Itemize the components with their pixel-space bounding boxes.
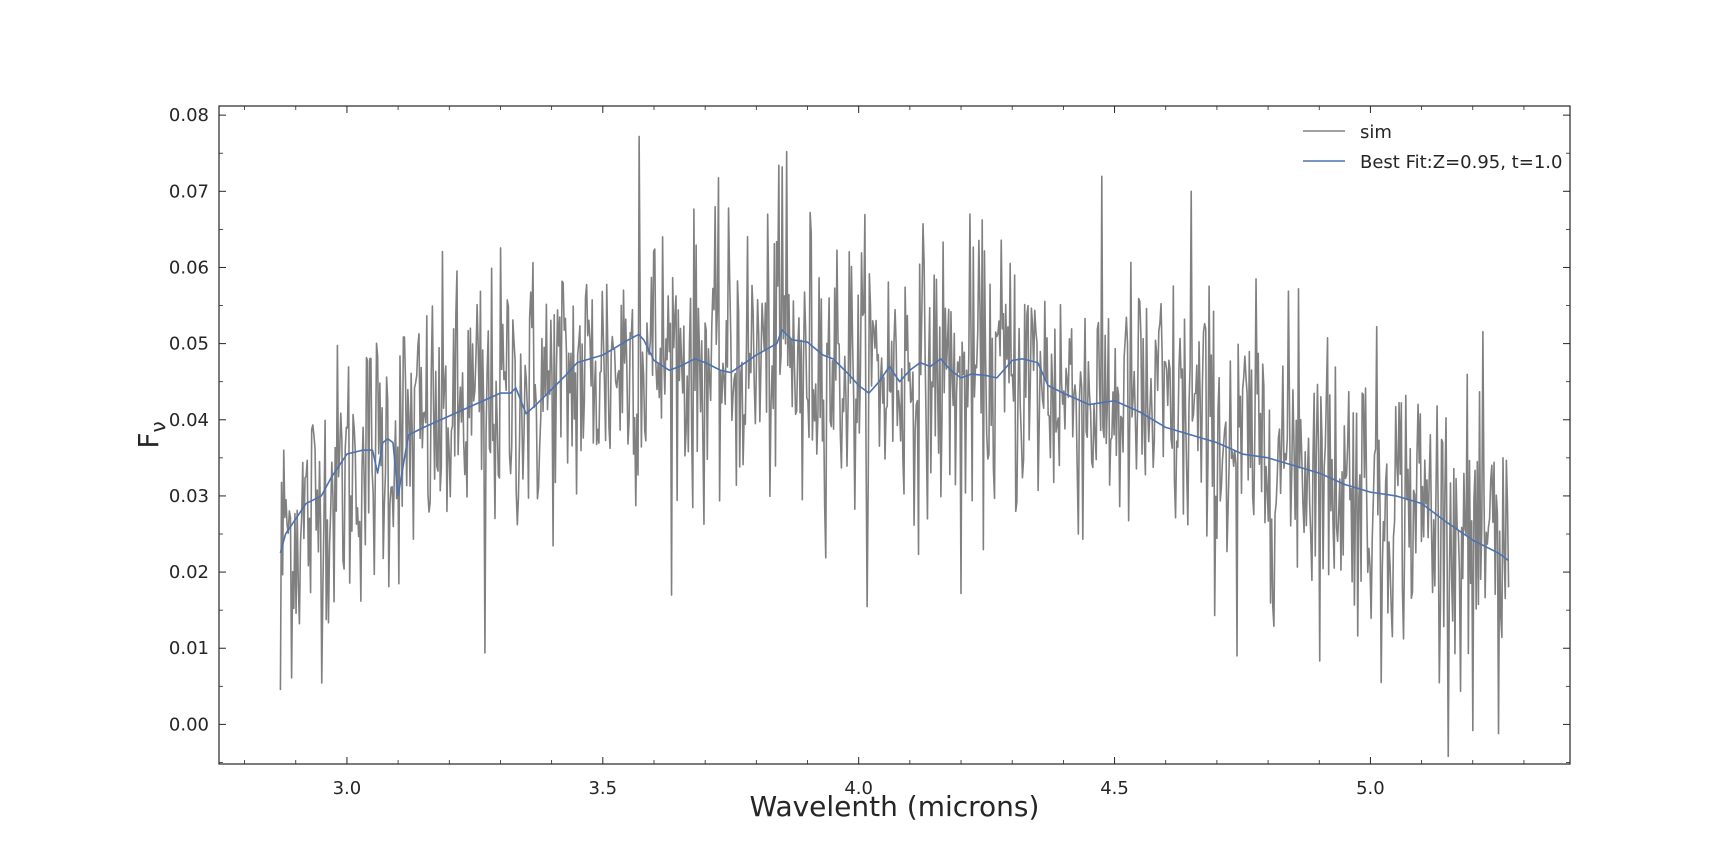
series-line-sim	[279, 135, 1510, 758]
x-tick-label: 5.0	[1356, 778, 1385, 799]
x-tick-label: 4.5	[1100, 778, 1129, 799]
y-tick-labels: 0.00 0.01 0.02 0.03 0.04 0.05 0.06 0.07 0.08	[169, 105, 209, 735]
y-axis-label: Fν	[132, 421, 170, 448]
y-tick-label: 0.04	[169, 410, 209, 431]
y-axis-label-main: F	[132, 433, 165, 449]
legend: sim Best Fit:Z=0.95, t=1.0	[1303, 122, 1562, 173]
legend-label-sim: sim	[1360, 122, 1392, 143]
minor-ticks	[219, 106, 1570, 764]
plot-frame	[218, 105, 1571, 765]
series-line-best-fit	[279, 329, 1510, 562]
x-tick-label: 4.0	[844, 778, 873, 799]
x-tick-label: 3.0	[333, 778, 362, 799]
y-tick-label: 0.02	[169, 562, 209, 583]
y-tick-label: 0.00	[169, 714, 209, 735]
x-axis-label: Wavelenth (microns)	[750, 790, 1040, 823]
y-tick-label: 0.01	[169, 638, 209, 659]
x-tick-label: 3.5	[588, 778, 617, 799]
y-axis-label-subscript: ν	[146, 421, 170, 432]
plot-area	[279, 135, 1510, 758]
x-tick-labels: 3.0 3.5 4.0 4.5 5.0	[333, 778, 1385, 799]
y-tick-label: 0.08	[169, 105, 209, 126]
major-ticks	[219, 106, 1570, 764]
y-tick-label: 0.07	[169, 181, 209, 202]
y-tick-label: 0.05	[169, 334, 209, 355]
legend-label-best-fit: Best Fit:Z=0.95, t=1.0	[1360, 152, 1562, 173]
y-tick-label: 0.06	[169, 257, 209, 278]
y-tick-label: 0.03	[169, 486, 209, 507]
